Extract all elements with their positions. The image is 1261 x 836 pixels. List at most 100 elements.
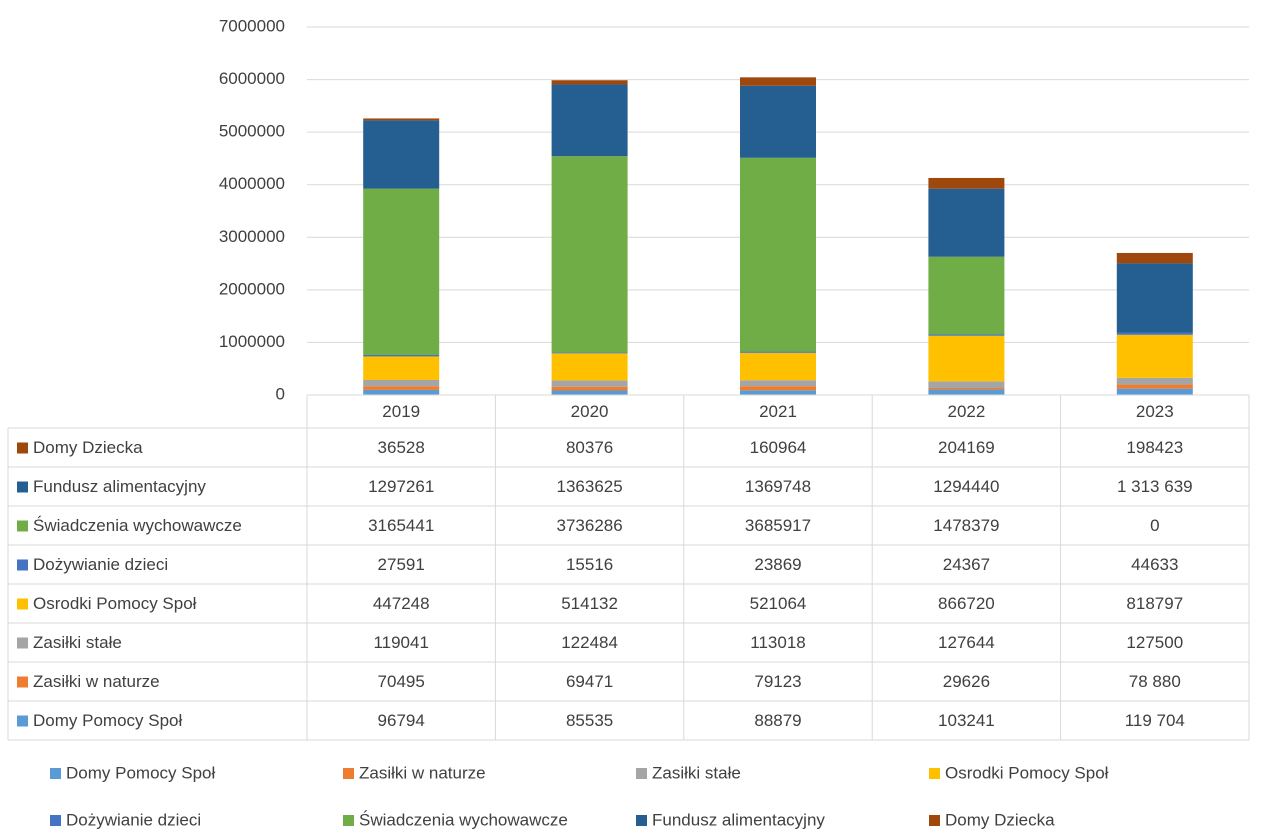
bar-segment (551, 84, 628, 157)
x-tick-label: 2022 (947, 402, 985, 421)
bar-segment (1116, 334, 1193, 378)
table-cell: 113018 (750, 633, 805, 652)
table-row-label: Zasiłki w naturze (33, 672, 160, 691)
table-cell: 119041 (373, 633, 428, 652)
table-cell: 119 704 (1125, 711, 1185, 730)
table-cell: 103241 (938, 711, 995, 730)
table-legend-key (17, 715, 28, 727)
bar-segment (740, 386, 816, 391)
table-cell: 1 313 639 (1117, 477, 1193, 496)
y-tick-label: 6000000 (219, 69, 285, 88)
bar-segment (1116, 388, 1193, 395)
bar-segment (928, 388, 1005, 390)
bar-segment (740, 85, 816, 158)
table-row-label: Domy Dziecka (33, 438, 143, 457)
table-legend-key (17, 598, 28, 610)
x-tick-label: 2019 (382, 402, 420, 421)
table-cell: 80376 (566, 438, 613, 457)
table-cell: 866720 (938, 594, 995, 613)
x-tick-label: 2021 (759, 402, 797, 421)
table-cell: 1478379 (933, 516, 999, 535)
bar-segment (1116, 263, 1193, 333)
y-tick-label: 2000000 (219, 279, 285, 298)
bar-segment (551, 353, 628, 381)
legend-label: Fundusz alimentacyjny (652, 810, 825, 829)
bar-segment (928, 381, 1005, 389)
bar-segment (740, 351, 816, 353)
table-legend-key (17, 481, 28, 493)
table-cell: 198423 (1126, 438, 1183, 457)
bar-segment (1116, 252, 1193, 264)
table-cell: 127644 (938, 633, 995, 652)
legend-key (929, 768, 940, 779)
bar-segment (363, 118, 440, 121)
y-tick-label: 7000000 (219, 16, 285, 35)
table-legend-key (17, 637, 28, 649)
x-tick-label: 2020 (571, 402, 609, 421)
bar-segment (363, 379, 440, 387)
bar-segment (363, 188, 440, 355)
bar-segment (551, 390, 628, 395)
y-tick-label: 4000000 (219, 174, 285, 193)
table-legend-key (17, 676, 28, 688)
bar-segment (928, 177, 1005, 189)
bar-segment (363, 389, 440, 395)
table-row-label: Fundusz alimentacyjny (33, 477, 206, 496)
legend-key (636, 768, 647, 779)
bar-segment (551, 80, 628, 85)
table-legend-key (17, 559, 28, 571)
legend-key (50, 768, 61, 779)
table-cell: 160964 (750, 438, 807, 457)
legend-label: Świadczenia wychowawcze (359, 810, 568, 829)
bar-segment (551, 352, 628, 354)
legend-key (50, 815, 61, 826)
table-legend-key (17, 442, 28, 454)
bar-segment (551, 380, 628, 387)
table-cell: 69471 (566, 672, 613, 691)
table-row-label: Dożywianie dzieci (33, 555, 168, 574)
table-cell: 127500 (1126, 633, 1183, 652)
legend-label: Zasiłki w naturze (359, 763, 486, 782)
bar-segment (928, 334, 1005, 336)
bar-segment (1116, 377, 1193, 385)
table-cell: 0 (1150, 516, 1159, 535)
table-cell: 36528 (378, 438, 425, 457)
bar-segment (363, 386, 440, 390)
legend-key (343, 815, 354, 826)
table-row-label: Domy Pomocy Społ (33, 711, 182, 730)
table-cell: 122484 (561, 633, 618, 652)
table-cell: 88879 (754, 711, 801, 730)
table-row-label: Świadczenia wychowawcze (33, 516, 242, 535)
legend-key (636, 815, 647, 826)
x-tick-label: 2023 (1136, 402, 1174, 421)
table-cell: 70495 (378, 672, 425, 691)
table-cell: 15516 (566, 555, 613, 574)
bar-segment (740, 380, 816, 387)
bar-segment (740, 77, 816, 86)
table-cell: 23869 (754, 555, 801, 574)
table-cell: 204169 (938, 438, 995, 457)
table-cell: 1294440 (933, 477, 999, 496)
legend-label: Domy Pomocy Społ (66, 763, 215, 782)
table-cell: 447248 (373, 594, 430, 613)
bar-segment (363, 356, 440, 380)
table-cell: 818797 (1126, 594, 1183, 613)
table-cell: 44633 (1131, 555, 1178, 574)
legend-label: Domy Dziecka (945, 810, 1055, 829)
bar-segment (928, 335, 1005, 382)
table-cell: 1363625 (557, 477, 623, 496)
table-cell: 521064 (750, 594, 807, 613)
y-tick-label: 3000000 (219, 227, 285, 246)
table-row-label: Zasiłki stałe (33, 633, 122, 652)
legend-label: Osrodki Pomocy Społ (945, 763, 1109, 782)
table-cell: 24367 (943, 555, 990, 574)
bar-segment (1116, 384, 1193, 389)
y-tick-label: 1000000 (219, 332, 285, 351)
y-tick-label: 5000000 (219, 122, 285, 141)
table-cell: 27591 (378, 555, 425, 574)
table-cell: 79123 (754, 672, 801, 691)
table-cell: 514132 (561, 594, 618, 613)
table-cell: 78 880 (1129, 672, 1181, 691)
